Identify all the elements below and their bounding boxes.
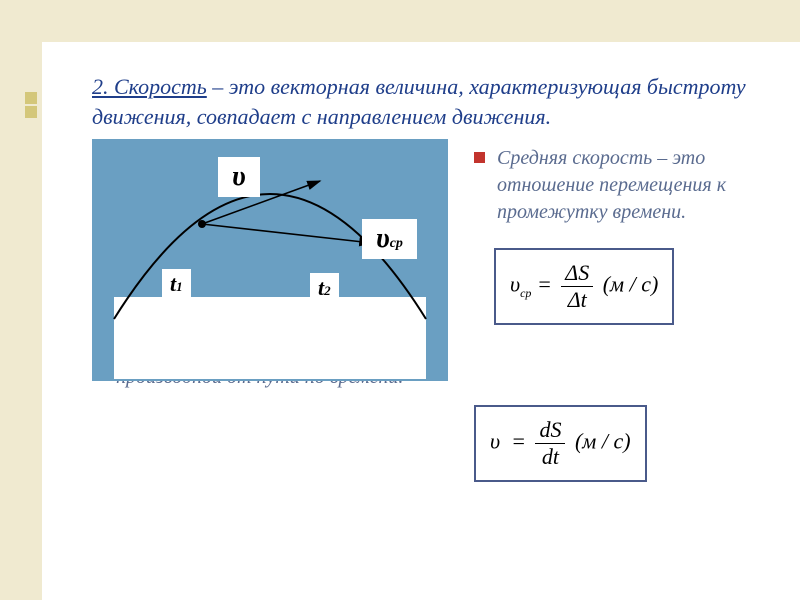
frame-ornament <box>25 92 37 104</box>
upsilon-avg-sub: ср <box>390 236 403 251</box>
f-inst-den: dt <box>535 444 565 470</box>
f-inst-unit: (м / с) <box>575 429 631 454</box>
formula-inst-velocity: υ = dS dt (м / с) <box>474 405 647 482</box>
f-avg-unit: (м / с) <box>603 272 659 297</box>
slide-body: 2. Скорость – это векторная величина, ха… <box>42 42 800 600</box>
heading-number: 2. <box>92 74 109 99</box>
avg-velocity-def: Средняя скорость – это отношение перемещ… <box>497 145 752 226</box>
f-avg-num: ΔS <box>561 260 593 287</box>
f-avg-frac: ΔS Δt <box>561 260 593 313</box>
f-inst-num: dS <box>535 417 565 444</box>
avg-velocity-vector <box>202 224 372 243</box>
upsilon-symbol: υ <box>232 161 246 192</box>
upsilon-avg-symbol: υ <box>376 223 390 254</box>
label-t2: t2 <box>310 273 339 303</box>
f-avg-sub: ср <box>520 286 531 300</box>
f-avg-den: Δt <box>561 287 593 313</box>
label-upsilon-avg: υср <box>362 219 417 259</box>
slide-frame-top <box>0 0 800 42</box>
diagram-svg <box>92 139 448 381</box>
bullet-icon <box>474 152 485 163</box>
f-inst-sym: υ <box>490 429 500 454</box>
f-inst-frac: dS dt <box>535 417 565 470</box>
t1-sub: 1 <box>176 279 183 294</box>
formula-avg-velocity: υср = ΔS Δt (м / с) <box>494 248 674 325</box>
heading-term: Скорость <box>114 74 207 99</box>
slide-frame-left <box>0 0 42 600</box>
label-upsilon: υ <box>218 157 260 197</box>
velocity-diagram: υ υср t1 t2 <box>92 139 448 381</box>
f-avg-sym: υ <box>510 272 520 297</box>
frame-ornament <box>25 106 37 118</box>
point-t1 <box>198 220 206 228</box>
heading: 2. Скорость – это векторная величина, ха… <box>92 72 752 131</box>
t2-sub: 2 <box>324 283 331 298</box>
label-t1: t1 <box>162 269 191 299</box>
right-column: Средняя скорость – это отношение перемещ… <box>474 145 752 482</box>
f-avg-eq: = <box>537 272 552 297</box>
left-column: υ υср t1 t2 момент времени, она равна пе… <box>92 145 452 482</box>
f-inst-eq: = <box>511 429 526 454</box>
